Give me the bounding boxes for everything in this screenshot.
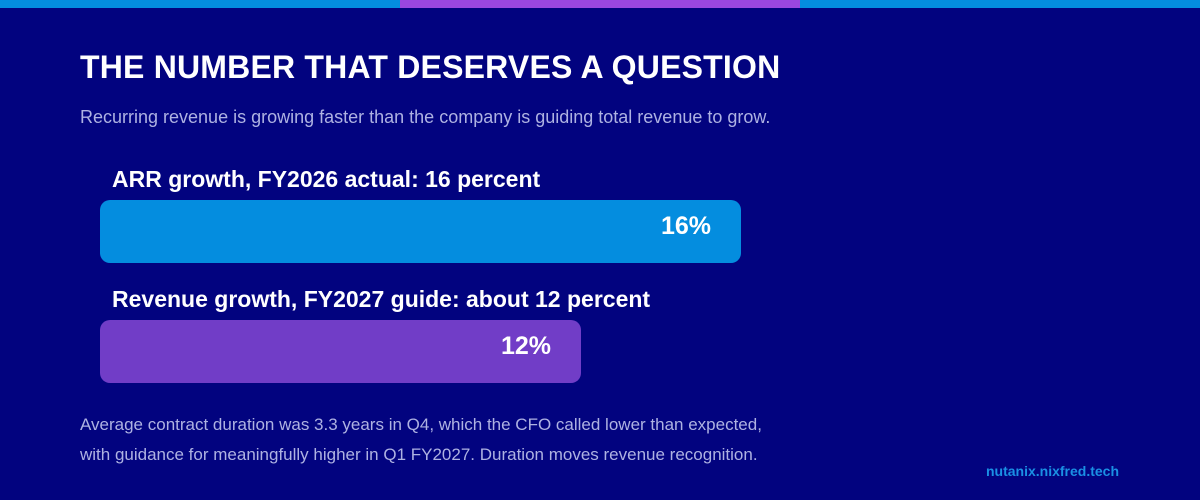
bar-value-label-1: 16%: [660, 212, 711, 240]
accent-segment-right: [800, 0, 1200, 8]
site-watermark: nutanix.nixfred.tech: [985, 463, 1119, 479]
footnote: Average contract duration was 3.3 years …: [80, 410, 840, 470]
bar-value-label-2: 12%: [500, 332, 551, 360]
footnote-line-1: Average contract duration was 3.3 years …: [80, 415, 762, 434]
accent-segment-middle: [400, 0, 800, 8]
bar-1: 16%: [100, 200, 741, 263]
bar-label-1: ARR growth, FY2026 actual: 16 percent: [112, 166, 541, 192]
bar-label-2: Revenue growth, FY2027 guide: about 12 p…: [112, 286, 651, 312]
accent-segment-left: [0, 0, 400, 8]
footnote-line-2: with guidance for meaningfully higher in…: [80, 445, 758, 464]
top-accent-bar: [0, 0, 1200, 8]
page-title: THE NUMBER THAT DESERVES A QUESTION: [80, 49, 781, 85]
page-subtitle: Recurring revenue is growing faster than…: [80, 107, 771, 127]
bar-2: 12%: [100, 320, 581, 383]
